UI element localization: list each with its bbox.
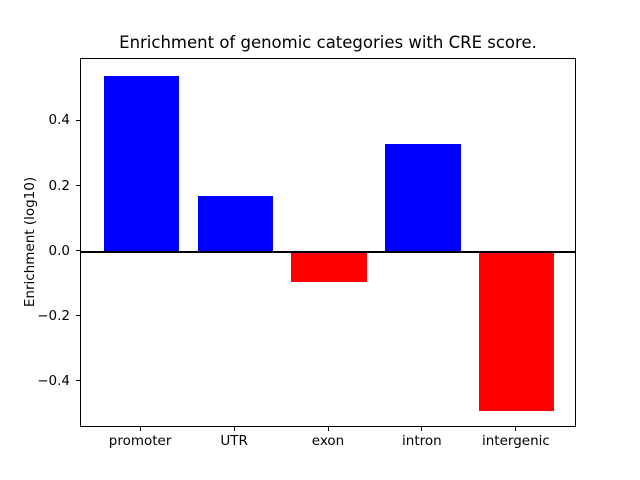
y-tick-label: 0.2 [48, 177, 70, 194]
bar-intergenic [479, 251, 555, 412]
chart-title: Enrichment of genomic categories with CR… [119, 33, 537, 52]
y-tick-mark [76, 250, 80, 252]
plot-area [80, 58, 576, 427]
y-tick-mark [76, 315, 80, 317]
bar-promoter [103, 75, 179, 252]
x-tick-label-promoter: promoter [108, 433, 172, 449]
y-tick-label: −0.2 [37, 307, 70, 324]
x-tick-mark [233, 427, 235, 431]
y-axis-label: Enrichment (log10) [22, 176, 38, 308]
bar-exon [291, 251, 367, 283]
y-tick-mark [76, 380, 80, 382]
x-tick-mark [421, 427, 423, 431]
x-tick-mark [515, 427, 517, 431]
bar-intron [385, 144, 461, 252]
bar-UTR [197, 196, 273, 252]
x-tick-label-exon: exon [311, 433, 345, 449]
y-tick-mark [76, 119, 80, 121]
x-tick-label-intergenic: intergenic [481, 433, 550, 449]
y-tick-label: 0.0 [48, 242, 70, 259]
x-tick-mark [327, 427, 329, 431]
y-tick-label: −0.4 [37, 372, 70, 389]
x-tick-mark [139, 427, 141, 431]
x-tick-label-intron: intron [402, 433, 442, 449]
y-tick-mark [76, 185, 80, 186]
zero-line [81, 250, 575, 253]
x-tick-label-UTR: UTR [220, 433, 248, 449]
y-tick-label: 0.4 [48, 112, 70, 129]
